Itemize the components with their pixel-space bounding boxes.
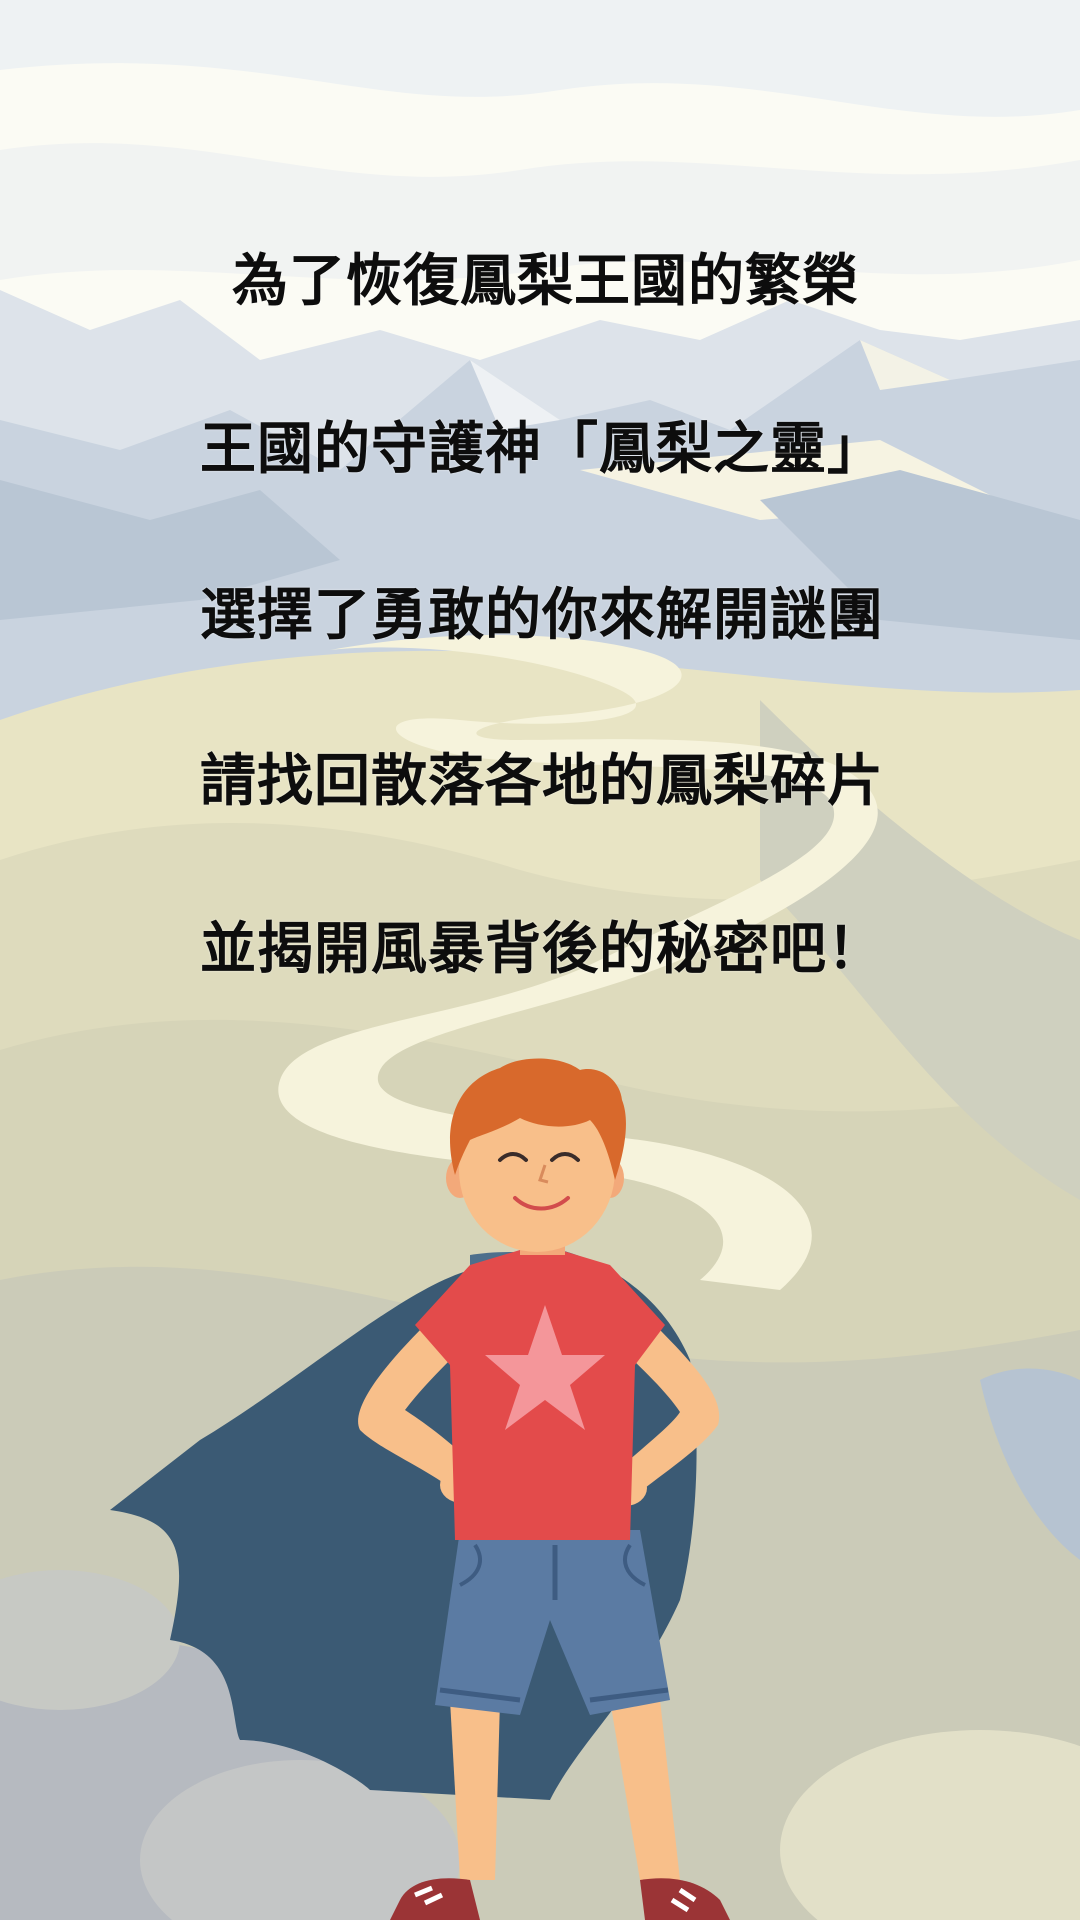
hero-character — [110, 1058, 730, 1920]
winding-path — [278, 635, 878, 1290]
mountain-range — [0, 290, 1080, 760]
story-line-1: 為了恢復鳳梨王國的繁榮 — [232, 249, 859, 314]
story-line-5: 並揭開風暴背後的秘密吧！ — [200, 917, 884, 982]
face — [459, 1088, 615, 1252]
story-line-2: 王國的守護神「鳳梨之靈」 — [200, 417, 884, 482]
story-line-4: 請找回散落各地的鳳梨碎片 — [200, 749, 884, 814]
sky-clouds — [0, 0, 1080, 280]
shorts — [435, 1530, 670, 1715]
right-shoe — [640, 1878, 730, 1920]
star-emblem — [485, 1305, 605, 1430]
story-line-3: 選擇了勇敢的你來解開謎團 — [200, 583, 884, 648]
hair — [450, 1058, 626, 1180]
story-text: 為了恢復鳳梨王國的繁榮 王國的守護神「鳳梨之靈」 選擇了勇敢的你來解開謎團 請找… — [200, 249, 884, 982]
